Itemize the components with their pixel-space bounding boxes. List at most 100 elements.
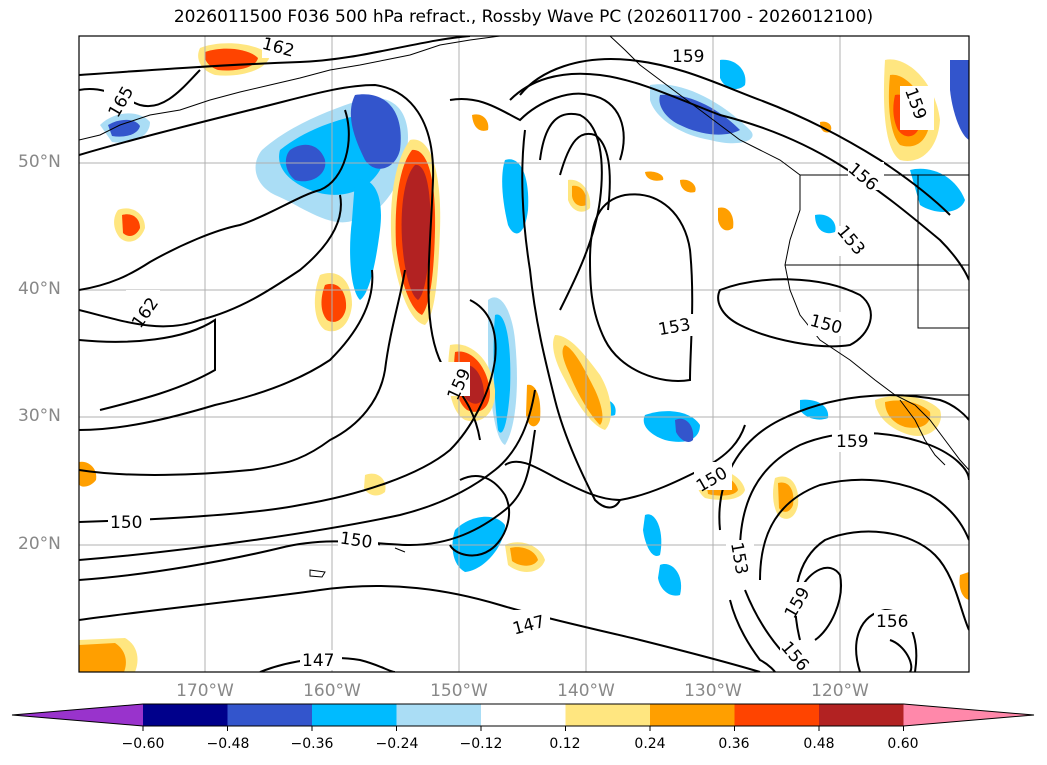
colorbar-tick-label: −0.24 bbox=[375, 736, 419, 752]
neg-anomaly-region bbox=[720, 59, 746, 90]
lon-label: 140°W bbox=[557, 681, 615, 701]
contour-line bbox=[509, 72, 969, 281]
contour-line bbox=[79, 429, 536, 581]
neg-anomaly-region bbox=[675, 418, 694, 443]
contour-line bbox=[79, 584, 761, 672]
shading-layer bbox=[79, 43, 969, 672]
contour-line bbox=[79, 69, 201, 108]
colorbar-tick-label: 0.12 bbox=[549, 736, 581, 752]
contour-line bbox=[521, 129, 621, 509]
neg-anomaly-region bbox=[350, 94, 401, 169]
contour-line bbox=[539, 112, 603, 311]
pos-anomaly-region bbox=[572, 185, 587, 206]
colorbar-segment bbox=[227, 704, 313, 726]
pos-anomaly-region bbox=[321, 283, 347, 322]
map-border bbox=[78, 35, 970, 673]
lon-label: 130°W bbox=[684, 681, 742, 701]
contour-label: 159 bbox=[836, 432, 868, 452]
colorbar-tick-label: 0.48 bbox=[803, 736, 835, 752]
contour-line bbox=[519, 58, 951, 216]
contour-line bbox=[79, 269, 374, 431]
contour-line bbox=[79, 318, 216, 411]
lat-label: 20°N bbox=[18, 534, 61, 554]
map-title: 2026011500 F036 500 hPa refract., Rossby… bbox=[173, 7, 874, 27]
neg-anomaly-region bbox=[658, 564, 682, 596]
lat-label: 50°N bbox=[18, 152, 61, 172]
contour-line bbox=[799, 566, 842, 641]
neg-anomaly-region bbox=[643, 514, 662, 556]
colorbar bbox=[11, 703, 1035, 731]
pos-anomaly-region bbox=[680, 179, 696, 193]
contour-label: 156 bbox=[876, 612, 908, 632]
colorbar-segment bbox=[734, 704, 820, 726]
pos-anomaly-region bbox=[79, 643, 126, 672]
lon-label: 150°W bbox=[430, 681, 488, 701]
contour-label: 159 bbox=[672, 47, 704, 67]
neg-anomaly-region bbox=[108, 119, 140, 137]
neg-anomaly-region bbox=[350, 179, 381, 300]
colorbar-tick-label: 0.60 bbox=[887, 736, 919, 752]
pos-anomaly-region bbox=[79, 461, 97, 487]
contour-line bbox=[79, 194, 342, 328]
alaska-panhandle-coast bbox=[609, 36, 969, 471]
contour-line bbox=[504, 424, 746, 502]
pos-anomaly-region bbox=[364, 473, 386, 496]
lat-label: 40°N bbox=[18, 279, 61, 299]
pos-anomaly-region bbox=[718, 207, 734, 231]
contour-line bbox=[79, 299, 497, 523]
contour-line bbox=[889, 639, 913, 672]
pos-anomaly-region bbox=[401, 164, 431, 300]
state-border bbox=[917, 175, 969, 329]
baja-coast bbox=[899, 399, 946, 466]
colorbar-segment bbox=[481, 704, 566, 726]
contour-label: 150 bbox=[339, 529, 374, 553]
contour-line bbox=[79, 36, 471, 76]
pos-anomaly-region bbox=[562, 345, 603, 425]
lon-label: 160°W bbox=[303, 681, 361, 701]
pos-anomaly-region bbox=[885, 400, 931, 428]
neg-anomaly-region bbox=[815, 214, 836, 234]
lon-label: 170°W bbox=[176, 681, 234, 701]
pos-anomaly-region bbox=[778, 482, 794, 512]
pos-anomaly-region bbox=[959, 572, 969, 600]
contour-line bbox=[449, 92, 625, 161]
pos-anomaly-region bbox=[510, 547, 538, 566]
colorbar-tick-label: −0.12 bbox=[459, 736, 503, 752]
colorbar-segment bbox=[396, 704, 482, 726]
contour-line bbox=[449, 475, 510, 557]
graticule bbox=[79, 36, 969, 672]
colorbar-segment bbox=[819, 704, 904, 726]
contour-label: 150 bbox=[110, 513, 142, 533]
colorbar-segment bbox=[650, 704, 735, 726]
contour-line bbox=[759, 478, 969, 581]
colorbar-extend-high bbox=[903, 704, 1034, 726]
pos-anomaly-region bbox=[472, 114, 489, 131]
colorbar-tick-label: 0.24 bbox=[634, 736, 666, 752]
alaska-coast bbox=[79, 36, 501, 141]
colorbar-segment bbox=[143, 704, 228, 726]
contour-line bbox=[79, 269, 406, 476]
neg-anomaly-region bbox=[950, 60, 969, 140]
neg-anomaly-region bbox=[910, 168, 965, 212]
neg-anomaly-region bbox=[493, 314, 511, 433]
contour-label: 147 bbox=[302, 651, 334, 671]
contour-line bbox=[79, 109, 350, 291]
neg-anomaly-region bbox=[452, 516, 505, 572]
contour-line bbox=[559, 132, 611, 211]
contour-line bbox=[79, 389, 536, 561]
colorbar-extend-low bbox=[12, 704, 143, 726]
colorbar-segment bbox=[565, 704, 651, 726]
colorbar-tick-label: −0.48 bbox=[206, 736, 250, 752]
contour-labels: 162 165 159 162 159 153 150 156 153 159 … bbox=[104, 34, 934, 675]
pos-anomaly-region bbox=[645, 171, 664, 181]
contour-line bbox=[259, 657, 396, 672]
contour-line bbox=[729, 599, 776, 672]
pos-anomaly-region bbox=[122, 214, 140, 236]
lon-label: 120°W bbox=[811, 681, 869, 701]
lat-label: 30°N bbox=[18, 406, 61, 426]
colorbar-tick-label: −0.60 bbox=[121, 736, 165, 752]
colorbar-tick-label: −0.36 bbox=[290, 736, 334, 752]
contour-line bbox=[717, 278, 872, 348]
colorbar-segment bbox=[312, 704, 397, 726]
